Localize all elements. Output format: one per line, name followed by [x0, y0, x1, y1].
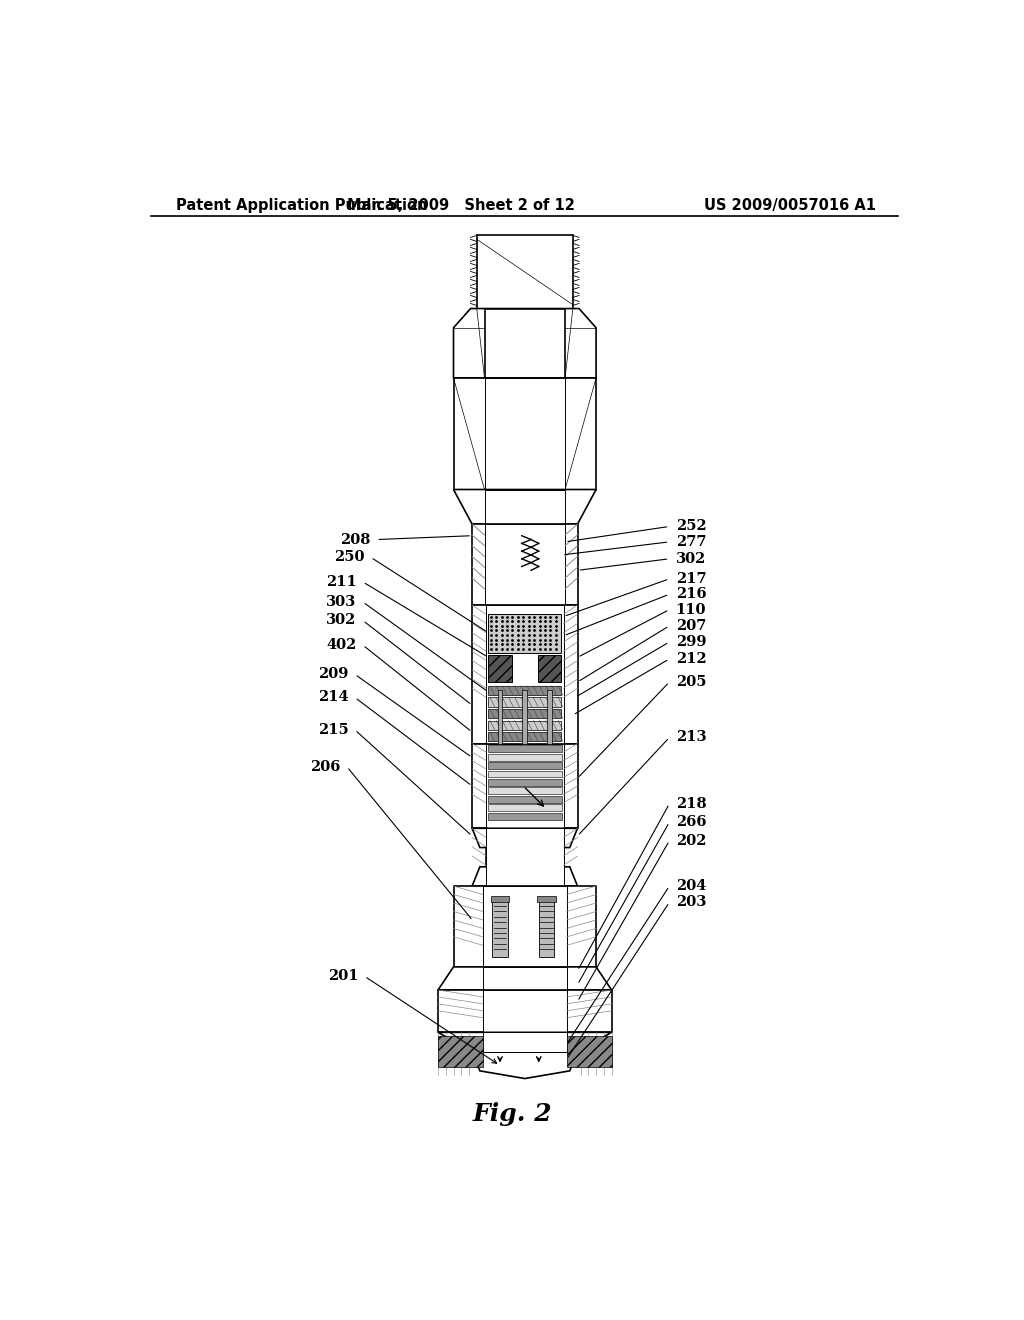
Text: US 2009/0057016 A1: US 2009/0057016 A1 — [703, 198, 876, 214]
Text: 201: 201 — [328, 969, 358, 983]
Bar — [488, 686, 561, 696]
Bar — [498, 689, 503, 743]
Polygon shape — [454, 309, 596, 378]
Text: 206: 206 — [310, 760, 341, 774]
Bar — [488, 709, 561, 718]
Bar — [488, 655, 512, 682]
Polygon shape — [438, 966, 611, 990]
Text: 302: 302 — [327, 614, 356, 627]
Bar — [483, 966, 566, 990]
Bar — [487, 804, 562, 812]
Bar — [487, 754, 562, 760]
Text: 215: 215 — [317, 723, 348, 737]
Text: 202: 202 — [676, 834, 707, 847]
Bar — [486, 605, 563, 743]
Text: 208: 208 — [340, 532, 370, 546]
Text: Patent Application Publication: Patent Application Publication — [176, 198, 428, 214]
Bar — [484, 378, 565, 490]
Polygon shape — [438, 1032, 611, 1078]
Text: Mar. 5, 2009   Sheet 2 of 12: Mar. 5, 2009 Sheet 2 of 12 — [347, 198, 575, 214]
Bar — [487, 813, 562, 820]
Bar — [483, 990, 566, 1032]
Bar — [566, 1036, 611, 1067]
Text: 203: 203 — [676, 895, 706, 909]
Text: 217: 217 — [676, 572, 707, 586]
Bar — [488, 733, 561, 742]
Bar — [438, 1036, 483, 1067]
Text: 277: 277 — [676, 535, 707, 549]
Bar — [484, 309, 565, 378]
Bar — [522, 689, 527, 743]
Bar — [487, 796, 562, 803]
Bar — [486, 829, 563, 886]
Bar — [472, 524, 578, 605]
Bar — [483, 1032, 566, 1052]
Text: 207: 207 — [676, 619, 706, 632]
Bar — [538, 896, 556, 903]
Text: 302: 302 — [676, 552, 706, 566]
Text: 213: 213 — [676, 730, 707, 744]
Text: 216: 216 — [676, 587, 707, 601]
Bar — [487, 779, 562, 785]
Bar — [484, 490, 565, 524]
Text: 266: 266 — [676, 816, 707, 829]
Text: 402: 402 — [327, 638, 356, 652]
Polygon shape — [472, 829, 578, 886]
Text: 303: 303 — [327, 595, 356, 609]
Text: 212: 212 — [676, 652, 707, 665]
Bar — [488, 721, 561, 730]
Bar — [539, 899, 554, 957]
Text: 204: 204 — [676, 879, 706, 894]
Bar — [493, 899, 508, 957]
Bar — [484, 524, 565, 605]
Bar — [477, 235, 572, 309]
Bar — [487, 771, 562, 777]
Polygon shape — [454, 490, 596, 524]
Bar — [538, 655, 561, 682]
Bar — [486, 743, 563, 829]
Text: 209: 209 — [318, 668, 348, 681]
Text: 218: 218 — [676, 797, 707, 810]
Text: 205: 205 — [676, 675, 707, 689]
Bar — [487, 762, 562, 770]
Text: 252: 252 — [676, 520, 707, 533]
Bar — [487, 788, 562, 795]
Text: 211: 211 — [326, 576, 356, 589]
Polygon shape — [438, 990, 611, 1032]
Bar — [488, 614, 561, 653]
Bar — [488, 697, 561, 706]
Bar — [454, 378, 596, 490]
Text: 250: 250 — [334, 550, 365, 564]
Text: 299: 299 — [676, 635, 707, 649]
Bar — [547, 689, 552, 743]
Bar — [472, 743, 578, 829]
Text: Fig. 2: Fig. 2 — [473, 1102, 553, 1126]
Text: 110: 110 — [676, 603, 707, 616]
Text: 214: 214 — [318, 690, 348, 705]
Bar — [454, 886, 596, 966]
Bar — [483, 886, 566, 966]
Bar — [472, 605, 578, 743]
Bar — [490, 896, 509, 903]
Bar — [487, 744, 562, 752]
